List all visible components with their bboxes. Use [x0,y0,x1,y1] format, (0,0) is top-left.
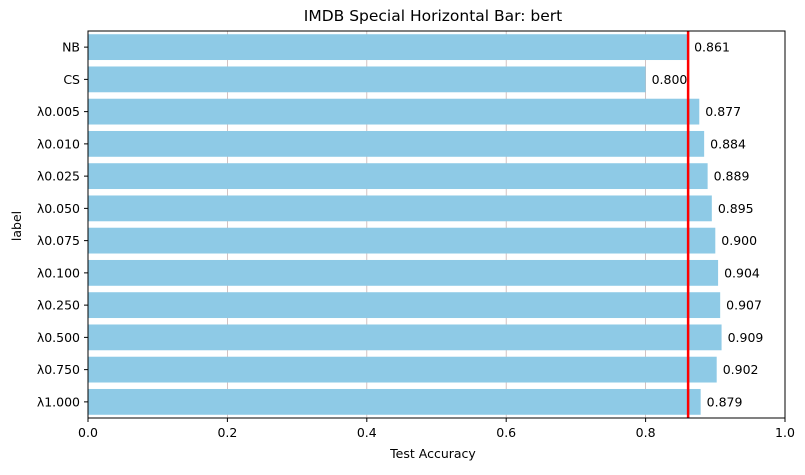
bar [88,324,722,351]
y-tick-label: λ0.025 [37,169,80,184]
bar [88,195,712,222]
y-ticks: NB CS λ0.005 λ0.010 λ0.025 λ0.050 λ0.075 λ0.100… [37,40,88,409]
x-tick-label: 0.8 [636,425,656,440]
y-tick-label: λ0.500 [37,330,80,345]
bar-value-label: 0.861 [694,40,730,55]
bar-value-label: 0.904 [724,265,760,280]
bar [88,292,721,319]
y-tick-label: λ0.750 [37,362,80,377]
bar-value-label: 0.909 [728,330,764,345]
bar-value-label: 0.877 [705,104,741,119]
chart-title: IMDB Special Horizontal Bar: bert [304,7,563,25]
x-tick-label: 0.4 [357,425,377,440]
x-tick-label: 1.0 [775,425,795,440]
y-tick-label: λ0.010 [37,136,80,151]
x-ticks: 0.0 0.2 0.4 0.6 0.8 1.0 [78,418,795,440]
bar [88,130,705,157]
bar [88,66,646,93]
bar-value-label: 0.907 [726,298,762,313]
x-tick-label: 0.2 [217,425,237,440]
x-axis-label: Test Accuracy [389,446,476,461]
y-tick-label: λ0.100 [37,265,80,280]
bar [88,163,708,190]
y-tick-label: λ0.050 [37,201,80,216]
x-tick-label: 0.6 [496,425,516,440]
bar [88,356,717,383]
bar [88,388,701,415]
y-tick-label: NB [62,40,80,55]
bar-value-label: 0.900 [721,233,757,248]
bar [88,259,719,286]
y-tick-label: λ1.000 [37,394,80,409]
x-tick-label: 0.0 [78,425,98,440]
y-tick-label: λ0.250 [37,298,80,313]
bar [88,98,700,125]
bar-value-label: 0.879 [707,394,743,409]
bar-value-label: 0.895 [718,201,754,216]
bar [88,227,716,254]
y-tick-label: CS [63,72,80,87]
value-labels: 0.861 0.800 0.877 0.884 0.889 0.895 0.900 0.904… [652,40,764,410]
bar [88,34,689,61]
bars-layer [88,34,722,415]
bar-value-label: 0.884 [710,136,746,151]
grid-layer [226,31,646,418]
plot-frame [87,30,786,419]
bar-value-label: 0.889 [714,169,750,184]
y-axis-label: label [9,211,24,241]
y-tick-label: λ0.005 [37,104,80,119]
bar-value-label: 0.902 [723,362,759,377]
bar-value-label: 0.800 [652,72,688,87]
y-tick-label: λ0.075 [37,233,80,248]
